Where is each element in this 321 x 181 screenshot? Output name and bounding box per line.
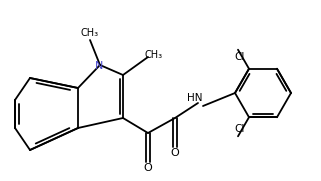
Text: O: O — [171, 148, 179, 158]
Text: O: O — [143, 163, 152, 173]
Text: Cl: Cl — [235, 124, 245, 134]
Text: N: N — [95, 61, 103, 71]
Text: CH₃: CH₃ — [81, 28, 99, 38]
Text: HN: HN — [187, 93, 203, 103]
Text: Cl: Cl — [235, 52, 245, 62]
Text: CH₃: CH₃ — [145, 50, 163, 60]
